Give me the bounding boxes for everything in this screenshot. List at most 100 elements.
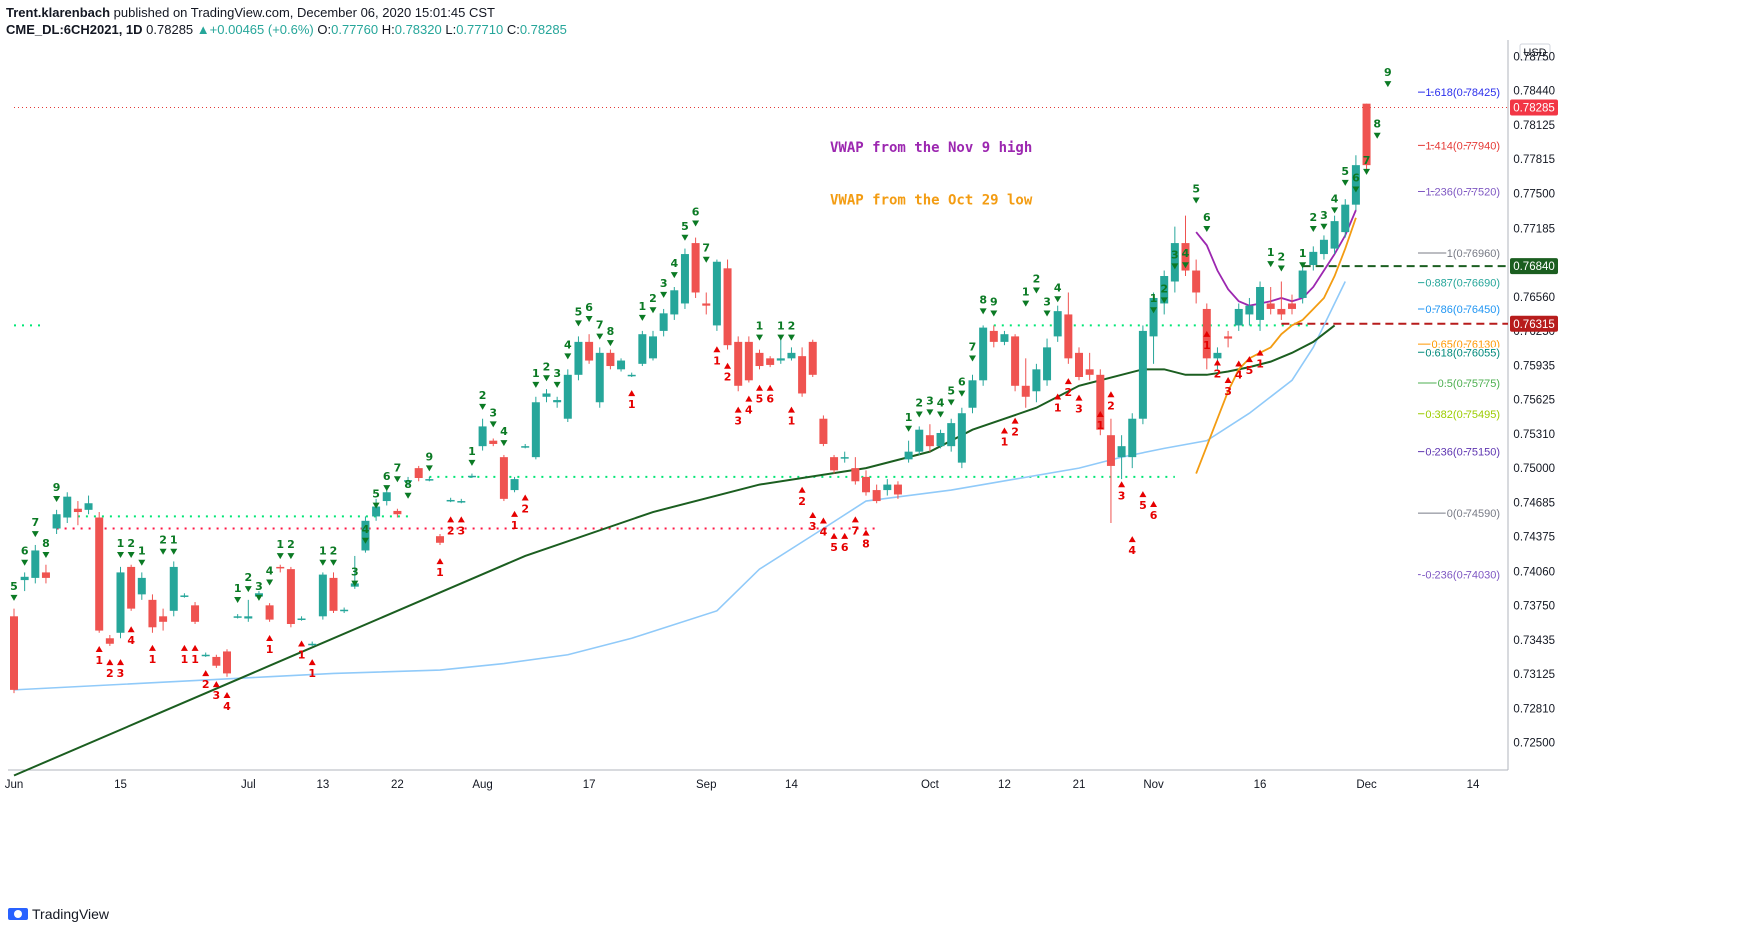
td-sell-count: 2 — [543, 360, 551, 373]
td-sell-arrow — [1267, 261, 1275, 268]
candle-body — [1277, 308, 1286, 315]
td-buy-arrow — [117, 659, 124, 666]
candle-body — [1138, 330, 1147, 419]
td-buy-arrow — [798, 486, 806, 493]
td-sell-count: 2 — [915, 397, 923, 410]
vwap-annotation: VWAP from the Oct 29 low — [830, 193, 1033, 209]
td-buy-count: 3 — [734, 415, 742, 428]
td-buy-count: 1 — [95, 654, 103, 667]
candle-body — [617, 360, 626, 370]
td-sell-arrow — [1160, 297, 1168, 304]
td-sell-arrow — [660, 291, 668, 298]
td-sell-count: 8 — [42, 537, 50, 550]
x-tick-label: Aug — [472, 779, 492, 791]
close-value: 0.78285 — [519, 22, 567, 37]
candle-body — [862, 476, 870, 493]
td-buy-count: 4 — [223, 700, 231, 713]
td-sell-count: 6 — [1352, 171, 1360, 184]
td-sell-arrow — [1171, 263, 1179, 270]
td-sell-count: 5 — [10, 580, 18, 593]
td-buy-arrow — [1064, 378, 1072, 385]
x-tick-label: Sep — [696, 779, 716, 791]
candle-body — [478, 426, 487, 447]
td-buy-arrow — [180, 644, 188, 651]
td-sell-count: 3 — [1043, 296, 1051, 309]
candle-body — [20, 576, 29, 581]
candle-body — [382, 492, 391, 502]
td-sell-arrow — [138, 559, 146, 566]
candle-body — [10, 616, 18, 690]
candle-body — [1085, 369, 1094, 375]
td-sell-arrow — [372, 502, 380, 509]
candle-body — [574, 341, 583, 375]
candle-body — [1319, 239, 1328, 255]
td-sell-count: 1 — [117, 537, 125, 550]
td-sell-count: 5 — [1341, 165, 1349, 178]
td-sell-count: 5 — [947, 384, 955, 397]
candle-body — [723, 268, 732, 346]
td-sell-arrow — [1363, 168, 1371, 175]
candle-body — [531, 402, 540, 458]
candle-body — [649, 336, 657, 359]
candle-body — [41, 572, 50, 578]
td-sell-count: 6 — [383, 470, 391, 483]
td-buy-count: 3 — [809, 520, 817, 533]
candle-body — [585, 341, 594, 361]
td-sell-arrow — [681, 234, 689, 241]
fib-level-label: 0.5(0.75775) — [1438, 378, 1500, 390]
moving-average-dark-line — [13, 324, 1336, 777]
high-label: H: — [381, 22, 395, 37]
td-sell-count: 6 — [1203, 211, 1211, 224]
price-label-text: 0.78285 — [1513, 103, 1555, 115]
td-sell-arrow — [1331, 207, 1339, 214]
td-sell-count: 9 — [990, 296, 998, 309]
td-buy-arrow — [1150, 501, 1158, 508]
td-buy-arrow — [202, 670, 210, 677]
candle-body — [489, 440, 498, 444]
td-sell-count: 2 — [330, 545, 338, 558]
candle-body — [1096, 374, 1105, 430]
td-sell-count: 4 — [500, 425, 508, 438]
tradingview-logo-icon — [8, 908, 28, 920]
candle-body — [159, 616, 168, 622]
candle-body — [393, 510, 402, 515]
x-tick-label: 17 — [583, 779, 596, 791]
td-buy-count: 2 — [1011, 426, 1019, 439]
candle-body — [904, 451, 913, 460]
fib-level-label: 1.414(0.77940) — [1425, 140, 1500, 152]
candle-body — [680, 254, 689, 304]
td-sell-arrow — [127, 552, 135, 559]
td-sell-arrow — [1203, 226, 1211, 233]
candle-body — [436, 536, 444, 543]
td-buy-count: 3 — [1075, 403, 1083, 416]
td-sell-arrow — [1043, 310, 1051, 317]
candle-body — [1160, 276, 1169, 304]
td-buy-count: 1 — [1054, 401, 1062, 414]
candle-body — [968, 380, 977, 408]
candle-body — [1149, 297, 1158, 337]
vwap-oct29-low-line — [1195, 217, 1357, 474]
td-sell-count: 6 — [21, 545, 29, 558]
candle-body — [73, 508, 82, 513]
td-sell-count: 3 — [255, 580, 263, 593]
td-sell-count: 1 — [319, 545, 327, 558]
td-buy-count: 2 — [202, 678, 210, 691]
y-tick-label: 0.77500 — [1513, 189, 1555, 201]
td-buy-count: 3 — [213, 689, 221, 702]
x-tick-label: Dec — [1356, 779, 1377, 791]
y-tick-label: 0.75310 — [1513, 429, 1555, 441]
fib-level-label: -0.236(0.74030) — [1422, 570, 1500, 582]
candle-body — [510, 479, 519, 491]
y-tick-label: 0.73750 — [1513, 600, 1555, 612]
td-sell-count: 1 — [170, 534, 178, 547]
moving-average-light-line — [13, 281, 1346, 691]
td-sell-count: 2 — [1033, 272, 1041, 285]
candle-body — [712, 261, 721, 326]
td-sell-count: 9 — [1384, 66, 1392, 79]
candle-body — [361, 520, 370, 551]
td-sell-count: 5 — [681, 220, 689, 233]
td-buy-count: 1 — [266, 643, 274, 656]
candle-body — [1011, 336, 1020, 386]
y-tick-label: 0.72810 — [1513, 704, 1555, 716]
